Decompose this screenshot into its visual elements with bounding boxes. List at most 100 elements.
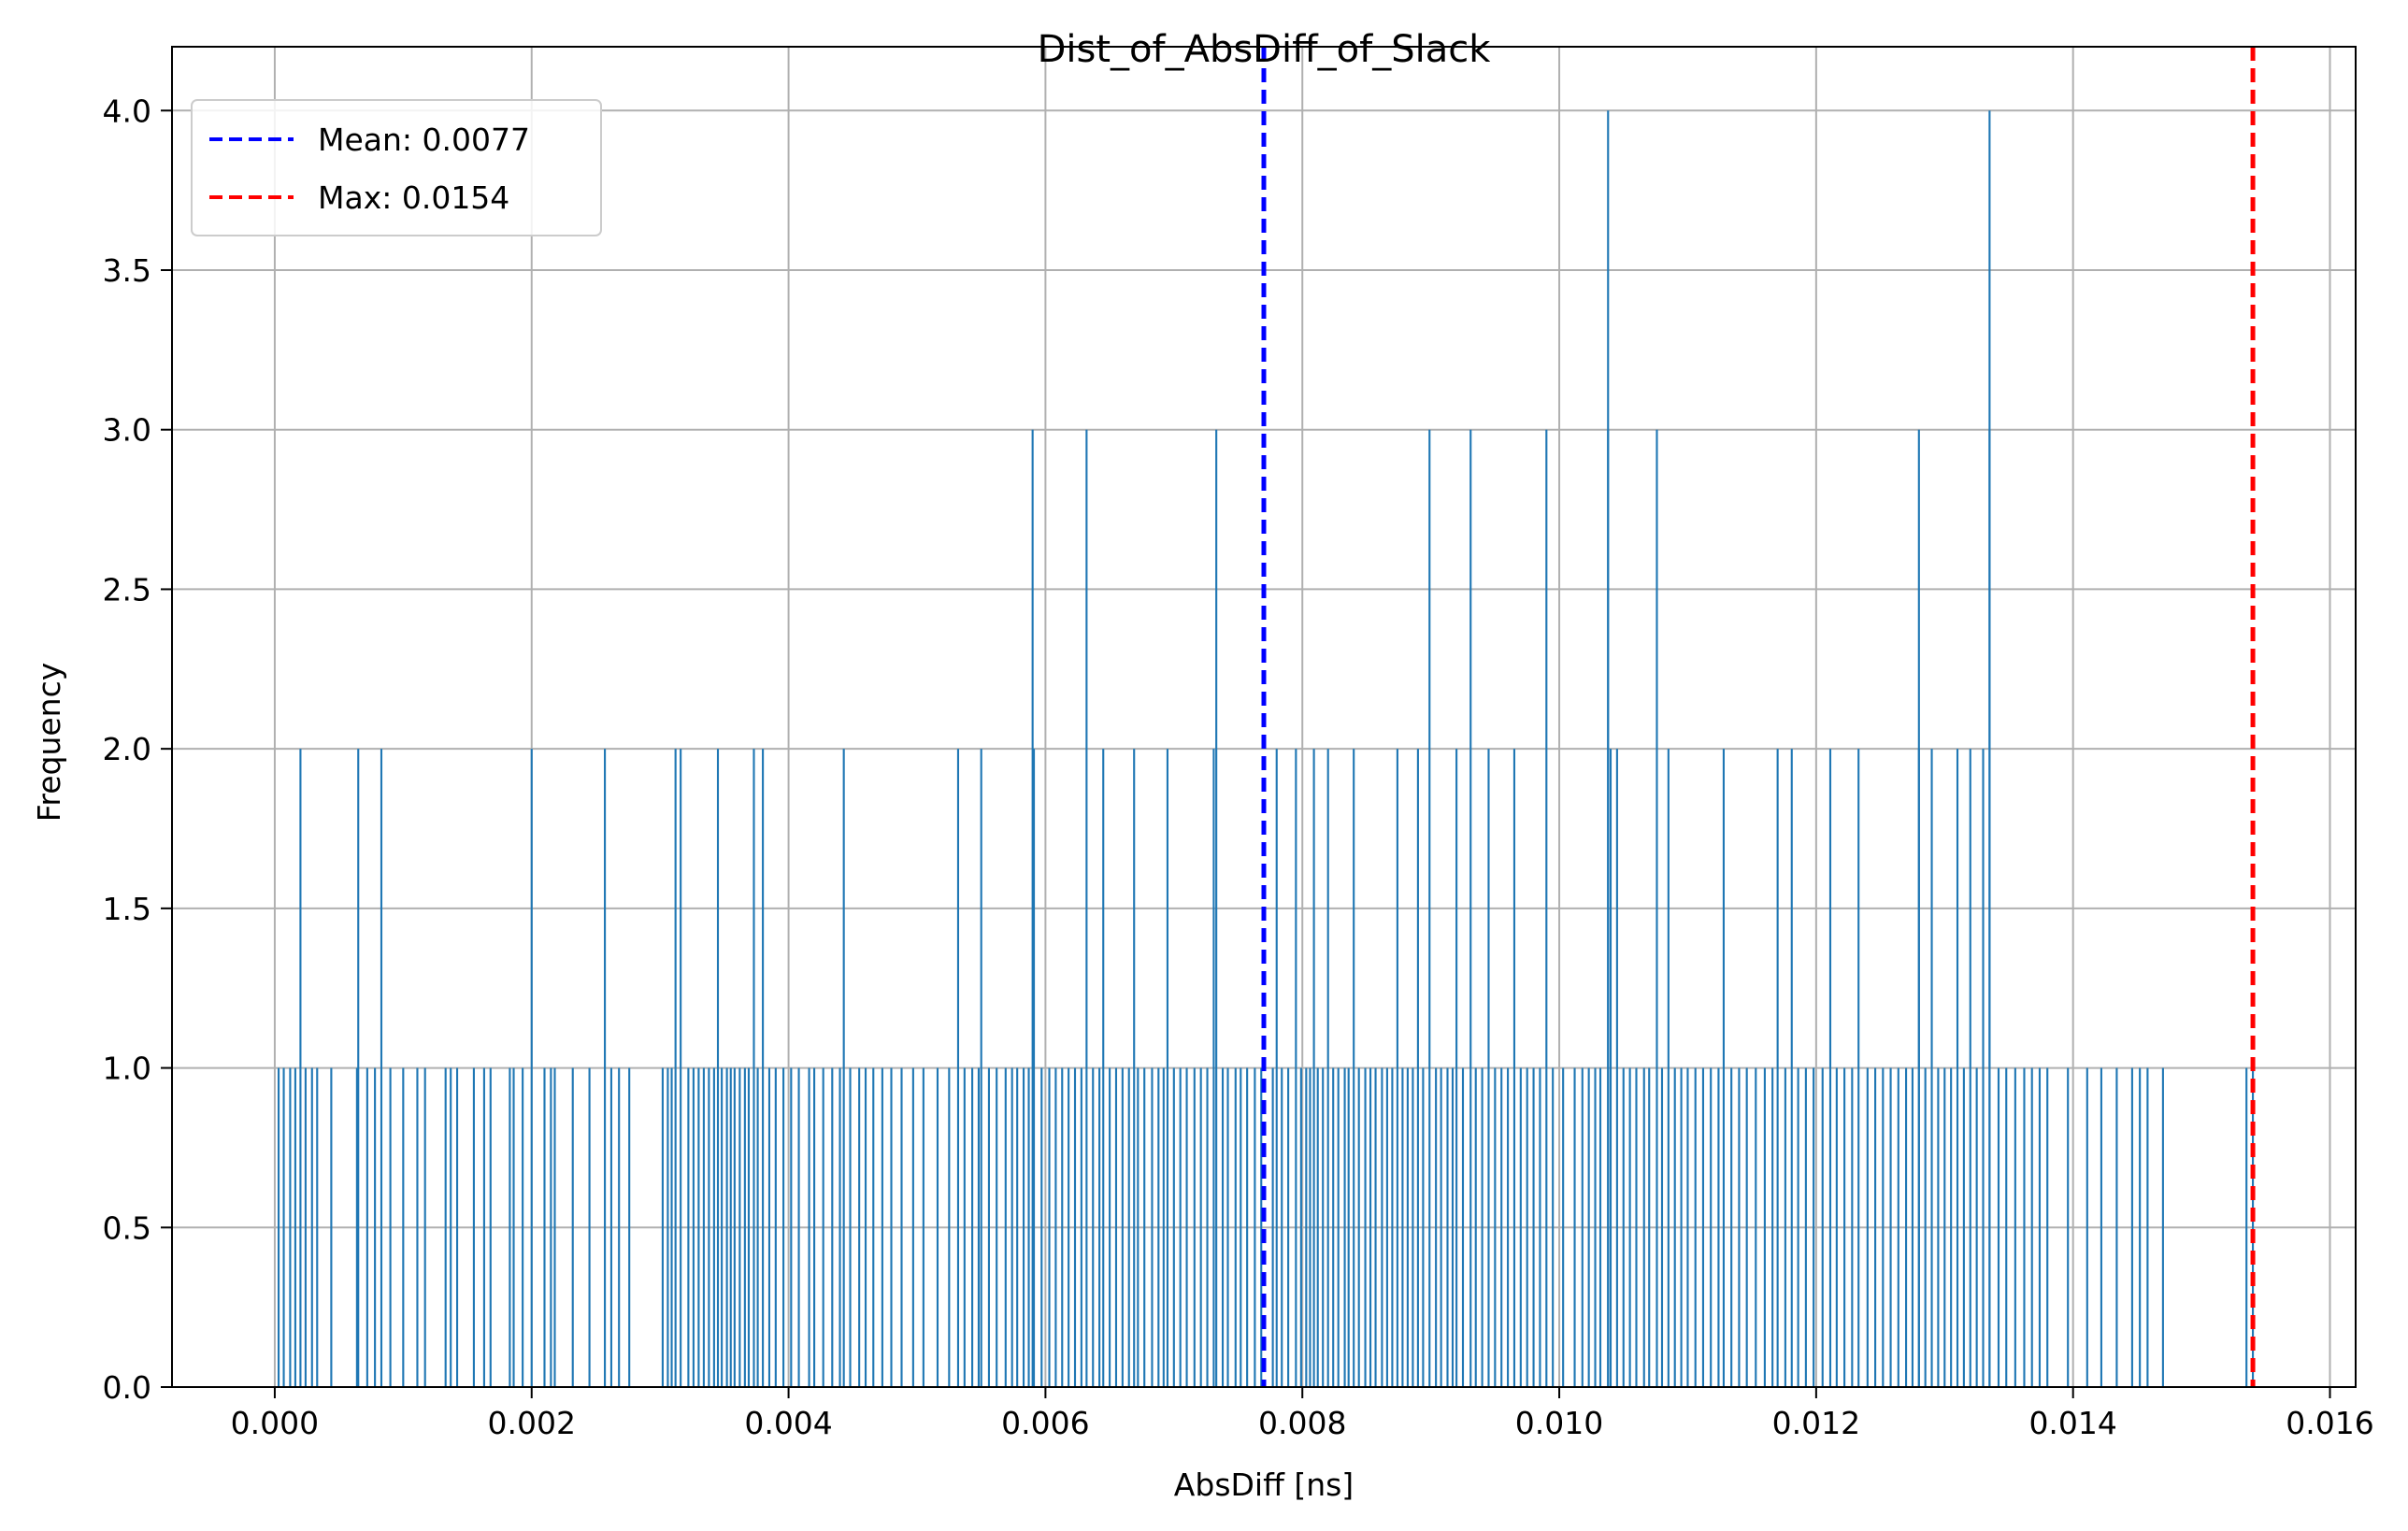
histogram-bar: [1969, 749, 1971, 1387]
histogram-bar: [790, 1067, 793, 1387]
histogram-bar: [1109, 1067, 1111, 1387]
histogram-bar: [380, 749, 383, 1387]
histogram-bar: [1295, 749, 1297, 1387]
histogram-bar: [1004, 1067, 1007, 1387]
histogram-bar: [1481, 1067, 1484, 1387]
histogram-bar: [1598, 1067, 1602, 1387]
histogram-bar: [733, 1067, 736, 1387]
histogram-bar: [1874, 1067, 1877, 1387]
histogram-bar: [697, 1067, 700, 1387]
histogram-bar: [1312, 749, 1315, 1387]
histogram-bar: [842, 749, 845, 1387]
x-tick-label: 0.012: [1772, 1405, 1860, 1441]
histogram-bar: [858, 1067, 861, 1387]
histogram-bar: [1745, 1067, 1748, 1387]
y-axis-label: Frequency: [31, 663, 67, 822]
histogram-bar: [1763, 1067, 1766, 1387]
histogram-bar: [987, 1067, 990, 1387]
histogram-bar: [1092, 1067, 1095, 1387]
histogram-bar: [2023, 1067, 2026, 1387]
histogram-bar: [1924, 1067, 1927, 1387]
histogram-bar: [455, 1067, 459, 1387]
histogram-bar: [1234, 1067, 1237, 1387]
histogram-bar: [1635, 1067, 1638, 1387]
x-tick-label: 0.008: [1258, 1405, 1346, 1441]
histogram-bar: [922, 1067, 924, 1387]
histogram-bar: [1587, 1067, 1590, 1387]
histogram-bar: [1010, 1067, 1013, 1387]
histogram-bar: [1085, 429, 1088, 1387]
histogram-bar: [282, 1067, 285, 1387]
x-tick-label: 0.014: [2028, 1405, 2116, 1441]
histogram-bar: [1281, 1067, 1283, 1387]
histogram-bar: [2146, 1067, 2149, 1387]
histogram-bar: [822, 1067, 824, 1387]
histogram-bar: [1073, 1067, 1077, 1387]
histogram-bar: [402, 1067, 405, 1387]
histogram-bar: [1422, 1067, 1425, 1387]
y-tick-label: 1.5: [103, 891, 151, 927]
histogram-bar: [1040, 1067, 1043, 1387]
histogram-bar: [1068, 1067, 1070, 1387]
histogram-bar: [1309, 1067, 1312, 1387]
histogram-bar: [716, 749, 720, 1387]
histogram-bar: [1889, 1067, 1892, 1387]
legend-box: [191, 99, 602, 236]
y-tick-label: 2.0: [103, 731, 151, 767]
histogram-bar: [890, 1067, 893, 1387]
histogram-bar: [1851, 1067, 1854, 1387]
histogram-bar: [774, 1067, 777, 1387]
histogram-bar: [1526, 1067, 1528, 1387]
histogram-bar: [2014, 1067, 2016, 1387]
histogram-bar: [1157, 1067, 1160, 1387]
histogram-bar: [1374, 1067, 1377, 1387]
histogram-bar: [1487, 749, 1490, 1387]
histogram-bar: [1956, 749, 1959, 1387]
histogram-bar: [1416, 749, 1419, 1387]
histogram-bar: [1609, 749, 1612, 1387]
histogram-bar: [571, 1067, 574, 1387]
y-tick-label: 2.5: [103, 571, 151, 608]
histogram-bar: [1137, 1067, 1140, 1387]
histogram-bar: [1337, 1067, 1340, 1387]
histogram-bar: [1162, 1067, 1165, 1387]
histogram-bar: [813, 1067, 816, 1387]
histogram-bar: [550, 1067, 552, 1387]
histogram-bar: [1061, 1067, 1064, 1387]
histogram-bar: [2005, 1067, 2008, 1387]
histogram-bar: [277, 1067, 280, 1387]
histogram-bar: [1738, 1067, 1741, 1387]
histogram-bar: [357, 749, 360, 1387]
histogram-bar: [864, 1067, 867, 1387]
histogram-bar: [712, 1067, 715, 1387]
histogram-bar: [2139, 1067, 2142, 1387]
x-tick-label: 0.006: [1001, 1405, 1089, 1441]
histogram-bar: [900, 1067, 903, 1387]
histogram-bar: [1866, 1067, 1869, 1387]
histogram-bar: [2046, 1067, 2049, 1387]
histogram-bar: [1835, 1067, 1838, 1387]
histogram-bar: [1385, 1067, 1388, 1387]
histogram-bar: [1455, 749, 1458, 1387]
histogram-bar: [1347, 1067, 1350, 1387]
histogram-bar: [808, 1067, 810, 1387]
y-tick-label: 1.0: [103, 1051, 151, 1087]
histogram-bar: [1299, 1067, 1302, 1387]
histogram-bar: [670, 1067, 673, 1387]
histogram-bar: [1027, 1067, 1030, 1387]
histogram-bar: [747, 1067, 751, 1387]
histogram-bar: [512, 1067, 515, 1387]
histogram-bar: [1717, 1067, 1720, 1387]
histogram-bar: [849, 1067, 852, 1387]
histogram-bar: [1804, 1067, 1807, 1387]
histogram-bar: [702, 1067, 705, 1387]
histogram-bar: [1166, 749, 1168, 1387]
histogram-bar: [1364, 1067, 1367, 1387]
histogram-bar: [936, 1067, 939, 1387]
histogram-bar: [1843, 1067, 1846, 1387]
histogram-bar: [1532, 1067, 1535, 1387]
y-tick-label: 3.5: [103, 252, 151, 289]
histogram-bar: [543, 1067, 546, 1387]
histogram-bar: [1343, 1067, 1346, 1387]
histogram-bar: [1821, 1067, 1824, 1387]
